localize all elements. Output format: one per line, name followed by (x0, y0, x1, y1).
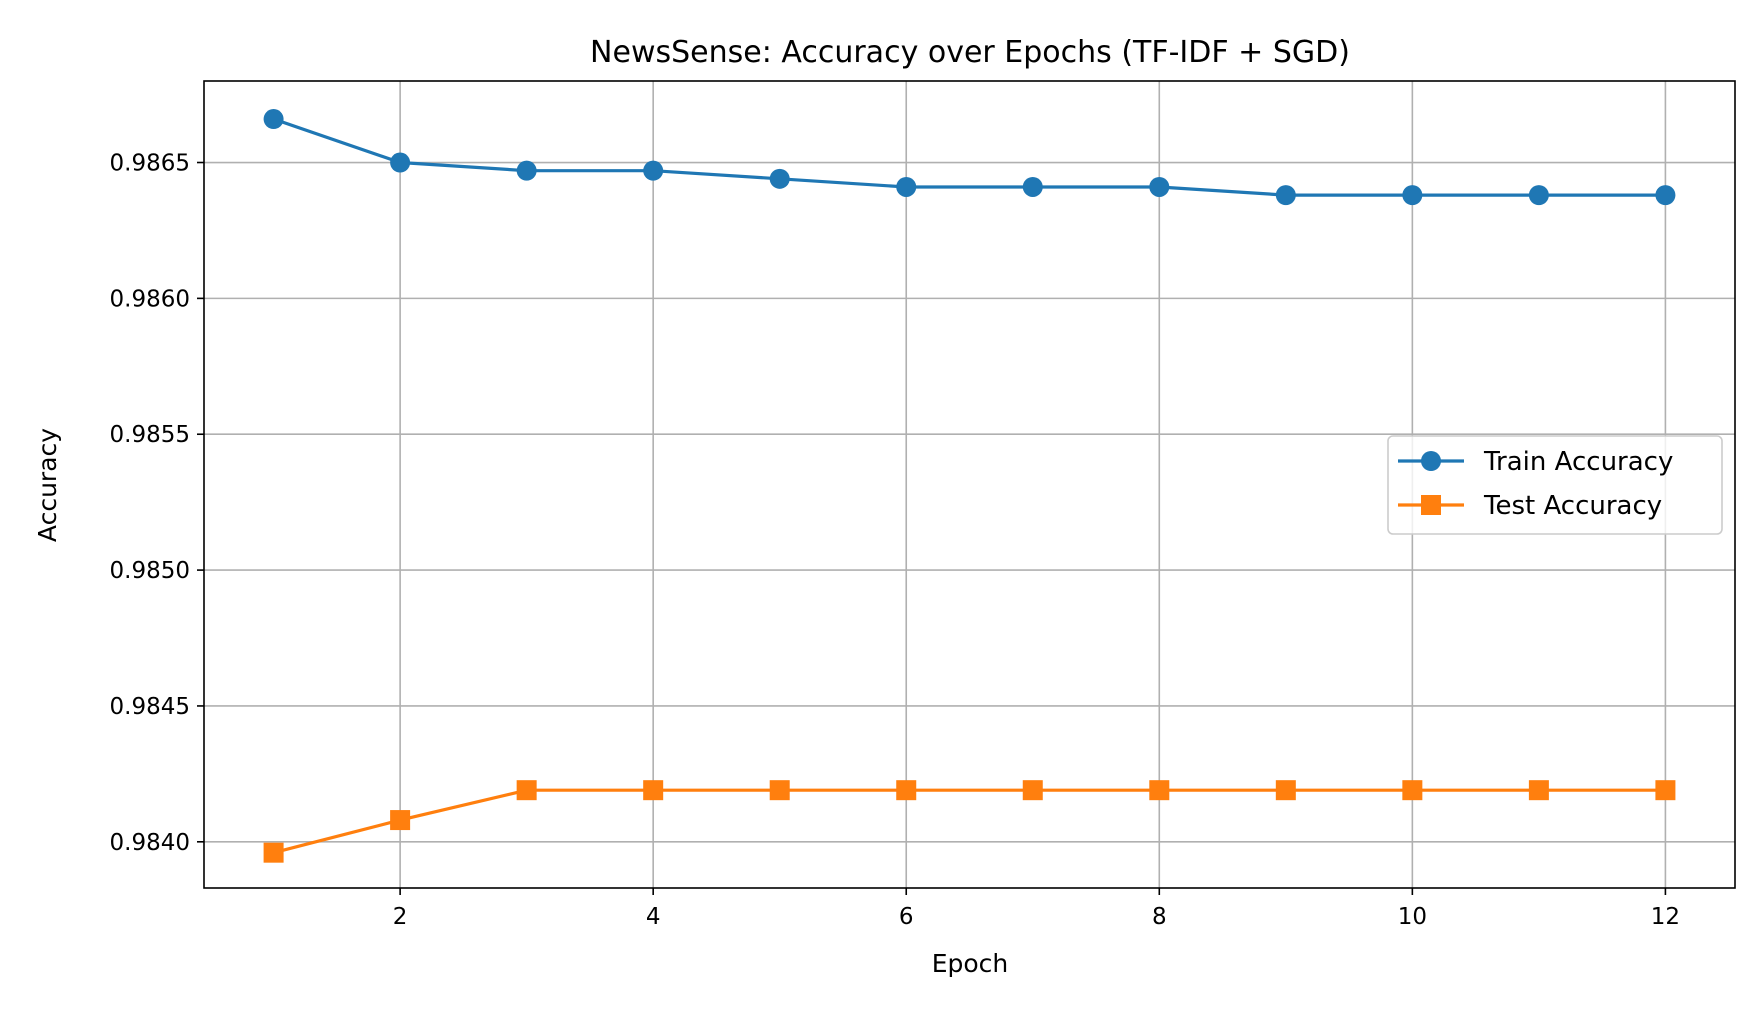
plot-frame (203, 80, 1736, 889)
train-accuracy-point (643, 160, 664, 181)
x-axis-label: Epoch (932, 949, 1009, 978)
x-tick-label: 12 (1651, 904, 1680, 930)
legend-test-marker (1421, 495, 1441, 515)
test-accuracy-point (1149, 780, 1170, 801)
train-accuracy-point (1402, 185, 1423, 206)
x-tick-label: 2 (393, 904, 408, 930)
train-accuracy-point (1528, 185, 1549, 206)
legend-train-label: Train Accuracy (1483, 447, 1673, 477)
legend-train-marker (1421, 451, 1441, 471)
train-accuracy-point (1149, 176, 1170, 197)
test-accuracy-point (1022, 780, 1043, 801)
x-tick-label: 8 (1152, 904, 1167, 930)
legend: Train Accuracy Test Accuracy (1387, 435, 1723, 535)
train-accuracy-point (516, 160, 537, 181)
y-tick-label: 0.9845 (110, 694, 190, 720)
train-accuracy-point (896, 176, 917, 197)
legend-test-label: Test Accuracy (1483, 491, 1662, 521)
test-accuracy-point (896, 780, 917, 801)
legend-box (1387, 435, 1723, 535)
series-layer (263, 109, 1676, 863)
y-tick-label: 0.9850 (110, 558, 190, 584)
test-accuracy-point (1275, 780, 1296, 801)
y-tick-label: 0.9840 (110, 830, 190, 856)
train-accuracy-point (390, 152, 411, 173)
test-accuracy-point (516, 780, 537, 801)
test-accuracy-point (1528, 780, 1549, 801)
grid-lines (204, 81, 1735, 888)
train-accuracy-point (1022, 176, 1043, 197)
axis-ticks: 2 4 6 8 10 12 0.9840 0.9845 0.9850 0.9855 0.9860 0.… (110, 151, 1681, 930)
train-accuracy-point (769, 168, 790, 189)
y-tick-label: 0.9855 (110, 422, 190, 448)
train-accuracy-point (1275, 185, 1296, 206)
test-accuracy-point (769, 780, 790, 801)
x-tick-label: 6 (899, 904, 914, 930)
train-accuracy-point (263, 109, 284, 130)
test-accuracy-point (1402, 780, 1423, 801)
test-accuracy-point (263, 842, 284, 863)
y-axis-label: Accuracy (33, 428, 62, 542)
train-accuracy-line (273, 117, 1666, 197)
test-accuracy-line (273, 788, 1666, 855)
test-accuracy-point (390, 810, 411, 831)
y-tick-label: 0.9865 (110, 151, 190, 177)
x-tick-label: 10 (1398, 904, 1427, 930)
test-accuracy-point (643, 780, 664, 801)
train-accuracy-point (1655, 185, 1676, 206)
chart-title: NewsSense: Accuracy over Epochs (TF-IDF … (590, 35, 1350, 70)
y-tick-label: 0.9860 (110, 286, 190, 312)
test-accuracy-point (1655, 780, 1676, 801)
x-tick-label: 4 (646, 904, 661, 930)
